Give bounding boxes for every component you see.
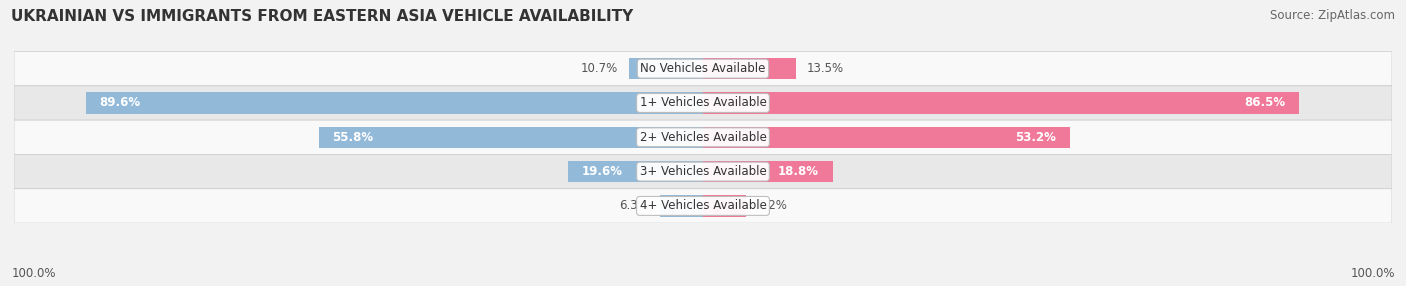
Text: 89.6%: 89.6%	[100, 96, 141, 110]
Text: 6.2%: 6.2%	[756, 199, 786, 212]
Text: 1+ Vehicles Available: 1+ Vehicles Available	[640, 96, 766, 110]
Bar	[319, 127, 703, 148]
Text: 53.2%: 53.2%	[1015, 131, 1056, 144]
Text: 18.8%: 18.8%	[778, 165, 818, 178]
Text: No Vehicles Available: No Vehicles Available	[640, 62, 766, 75]
Bar	[703, 92, 1299, 114]
Text: 100.0%: 100.0%	[1350, 267, 1395, 280]
Bar	[568, 161, 703, 182]
Text: UKRAINIAN VS IMMIGRANTS FROM EASTERN ASIA VEHICLE AVAILABILITY: UKRAINIAN VS IMMIGRANTS FROM EASTERN ASI…	[11, 9, 634, 23]
Bar	[703, 58, 796, 79]
Bar	[703, 195, 745, 217]
Text: 13.5%: 13.5%	[807, 62, 844, 75]
Bar	[703, 127, 1070, 148]
FancyBboxPatch shape	[14, 86, 1392, 120]
Bar	[659, 195, 703, 217]
Legend: Ukrainian, Immigrants from Eastern Asia: Ukrainian, Immigrants from Eastern Asia	[558, 284, 848, 286]
Text: 100.0%: 100.0%	[11, 267, 56, 280]
Text: 55.8%: 55.8%	[332, 131, 374, 144]
Bar	[703, 161, 832, 182]
FancyBboxPatch shape	[14, 51, 1392, 86]
FancyBboxPatch shape	[14, 189, 1392, 223]
Text: 4+ Vehicles Available: 4+ Vehicles Available	[640, 199, 766, 212]
Text: 6.3%: 6.3%	[619, 199, 648, 212]
FancyBboxPatch shape	[14, 154, 1392, 189]
Text: 10.7%: 10.7%	[581, 62, 619, 75]
Bar	[86, 92, 703, 114]
Bar	[630, 58, 703, 79]
Text: 19.6%: 19.6%	[582, 165, 623, 178]
FancyBboxPatch shape	[14, 120, 1392, 154]
Text: Source: ZipAtlas.com: Source: ZipAtlas.com	[1270, 9, 1395, 21]
Text: 2+ Vehicles Available: 2+ Vehicles Available	[640, 131, 766, 144]
Text: 86.5%: 86.5%	[1244, 96, 1285, 110]
Text: 3+ Vehicles Available: 3+ Vehicles Available	[640, 165, 766, 178]
